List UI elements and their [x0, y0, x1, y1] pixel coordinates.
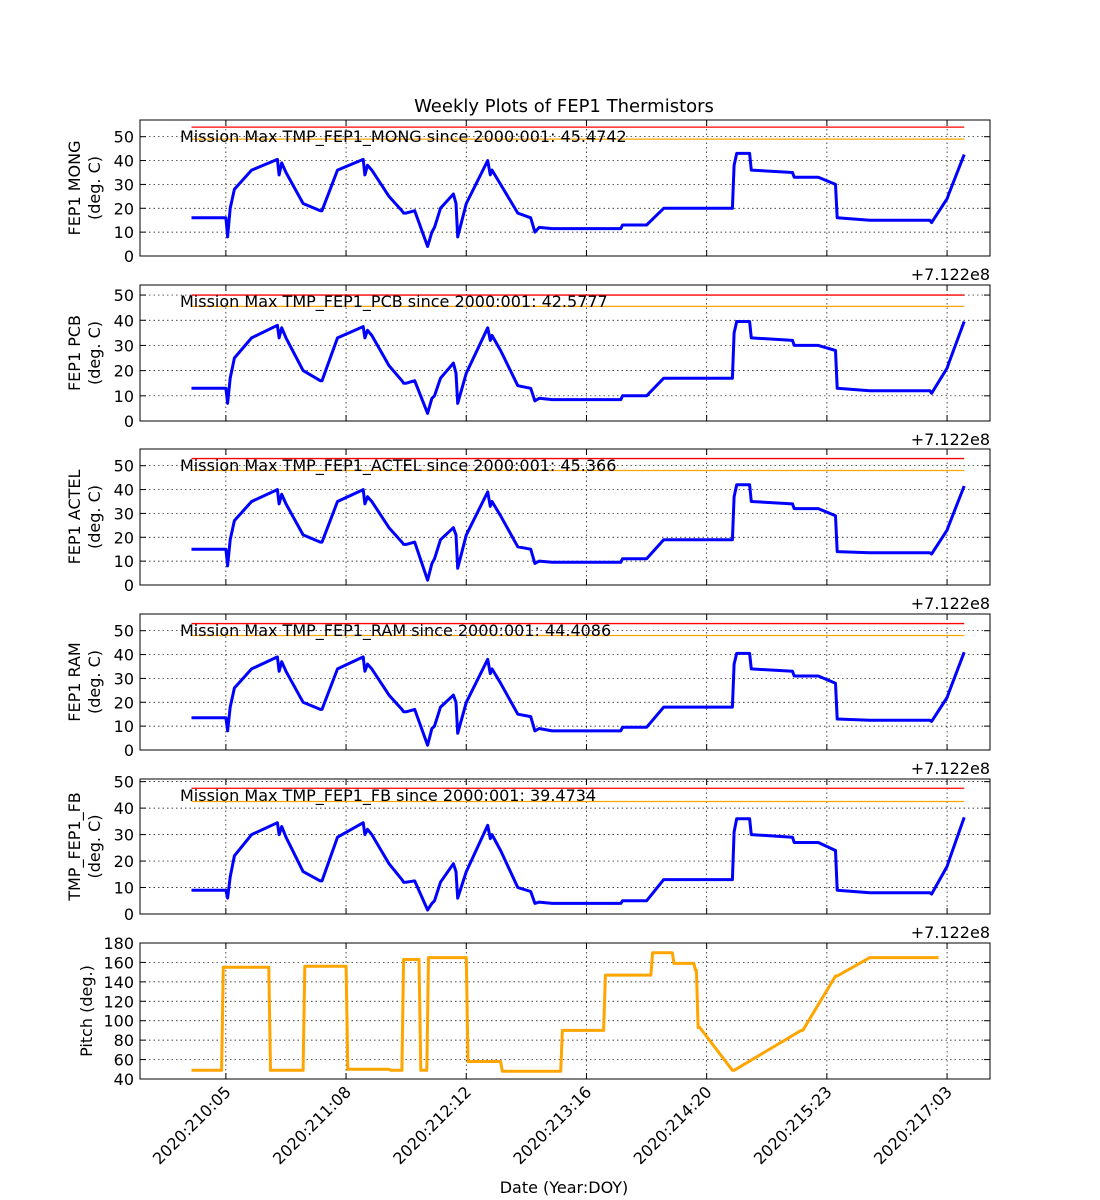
y-tick-label: 10 — [114, 223, 134, 242]
x-tick-label: 2020:215:23 — [750, 1082, 836, 1168]
y-axis-label: TMP_FEP1_FB — [65, 792, 85, 902]
axes-frame — [139, 119, 991, 257]
x-offset-label: +7.122e8 — [911, 594, 990, 613]
y-tick-label: 140 — [103, 973, 134, 992]
y-tick-label: 20 — [114, 852, 134, 871]
grid — [140, 120, 990, 257]
y-tick-label: 20 — [114, 362, 134, 381]
x-tick-label: 2020:212:12 — [389, 1082, 475, 1168]
y-tick-label: 10 — [114, 552, 134, 571]
y-tick-label: 60 — [114, 1051, 134, 1070]
y-tick-label: 10 — [114, 387, 134, 406]
y-tick-label: 40 — [114, 1070, 134, 1089]
x-offset-label: +7.122e8 — [911, 265, 990, 284]
axes-frame — [139, 448, 991, 586]
y-tick-label: 10 — [114, 879, 134, 898]
y-tick-label: 30 — [114, 669, 134, 688]
y-axis-label: (deg. C) — [85, 321, 104, 385]
y-tick-label: 30 — [114, 826, 134, 845]
panel-4: 0 10 20 30 40 50 TMP_FEP1_FB (deg. C) Mission Ma… — [65, 773, 991, 942]
y-tick-label: 30 — [114, 504, 134, 523]
panel-3: 0 10 20 30 40 50 FEP1 RAM (deg. C) Mission Max T… — [65, 613, 991, 778]
y-tick-label: 180 — [103, 934, 134, 953]
temperature-series-line — [191, 483, 966, 582]
panel-2: 0 10 20 30 40 50 FEP1 ACTEL (deg. C) Mission Max… — [65, 448, 991, 613]
grid — [140, 614, 990, 751]
axes-frame — [139, 778, 991, 915]
y-tick-label: 40 — [114, 646, 134, 665]
y-axis-label: Pitch (deg.) — [77, 965, 96, 1057]
y-tick-label: 50 — [114, 128, 134, 147]
x-tick-label: 2020:211:08 — [269, 1082, 355, 1168]
y-axis-label: FEP1 ACTEL — [65, 469, 84, 564]
y-tick-label: 0 — [124, 412, 134, 431]
x-offset-label: +7.122e8 — [911, 923, 990, 942]
x-tick-label: 2020:213:16 — [509, 1082, 595, 1168]
y-tick-label: 50 — [114, 773, 134, 792]
pitch-series-line — [191, 951, 939, 1073]
y-tick-label: 20 — [114, 693, 134, 712]
y-tick-label: 120 — [103, 992, 134, 1011]
axes-frame — [139, 942, 991, 1080]
y-axis-label: FEP1 RAM — [65, 642, 84, 721]
mission-max-annotation: Mission Max TMP_FEP1_MONG since 2000:001… — [180, 127, 627, 147]
y-tick-label: 100 — [103, 1012, 134, 1031]
temperature-series-line — [191, 320, 966, 415]
temperature-series-line — [191, 151, 966, 248]
y-tick-label: 40 — [114, 481, 134, 500]
y-tick-label: 0 — [124, 741, 134, 760]
panel-0: 0 10 20 30 40 50 FEP1 MONG (deg. C) Mission Max … — [65, 119, 991, 284]
y-tick-label: 0 — [124, 576, 134, 595]
x-tick-label: 2020:217:03 — [870, 1082, 956, 1168]
x-offset-label: +7.122e8 — [911, 430, 990, 449]
y-tick-label: 20 — [114, 199, 134, 218]
y-axis-label: (deg. C) — [85, 485, 104, 549]
y-tick-label: 50 — [114, 286, 134, 305]
x-tick-labels: 2020:210:05 2020:211:08 2020:212:12 2020:21… — [149, 1082, 956, 1168]
y-axis-label: FEP1 PCB — [65, 315, 84, 391]
x-axis-label: Date (Year:DOY) — [500, 1178, 629, 1197]
figure-title: Weekly Plots of FEP1 Thermistors — [414, 96, 714, 117]
temperature-series-line — [191, 651, 966, 747]
y-axis-label: FEP1 MONG — [65, 141, 84, 236]
y-tick-label: 20 — [114, 528, 134, 547]
x-offset-label: +7.122e8 — [911, 759, 990, 778]
mission-max-annotation: Mission Max TMP_FEP1_FB since 2000:001: … — [180, 786, 596, 806]
axes-frame — [139, 613, 991, 751]
y-tick-label: 80 — [114, 1031, 134, 1050]
y-tick-label: 30 — [114, 336, 134, 355]
panel-1: 0 10 20 30 40 50 FEP1 PCB (deg. C) Mission Max T… — [65, 284, 991, 449]
mission-max-annotation: Mission Max TMP_FEP1_RAM since 2000:001:… — [180, 621, 611, 641]
y-axis-label: (deg. C) — [85, 650, 104, 714]
y-tick-label: 10 — [114, 717, 134, 736]
temperature-series-line — [191, 816, 966, 912]
y-tick-label: 0 — [124, 247, 134, 266]
mission-max-annotation: Mission Max TMP_FEP1_PCB since 2000:001:… — [180, 292, 608, 312]
y-tick-label: 40 — [114, 799, 134, 818]
y-tick-label: 50 — [114, 457, 134, 476]
y-tick-label: 50 — [114, 622, 134, 641]
grid — [140, 449, 990, 586]
mission-max-annotation: Mission Max TMP_FEP1_ACTEL since 2000:00… — [180, 456, 616, 476]
y-axis-label: (deg. C) — [85, 815, 104, 879]
y-tick-label: 40 — [114, 311, 134, 330]
y-tick-label: 30 — [114, 175, 134, 194]
y-axis-label: (deg. C) — [85, 156, 104, 220]
y-tick-label: 160 — [103, 953, 134, 972]
x-tick-label: 2020:214:20 — [630, 1082, 716, 1168]
y-tick-label: 40 — [114, 152, 134, 171]
y-tick-label: 0 — [124, 905, 134, 924]
axes-frame — [139, 284, 991, 422]
x-tick-label: 2020:210:05 — [149, 1082, 235, 1168]
